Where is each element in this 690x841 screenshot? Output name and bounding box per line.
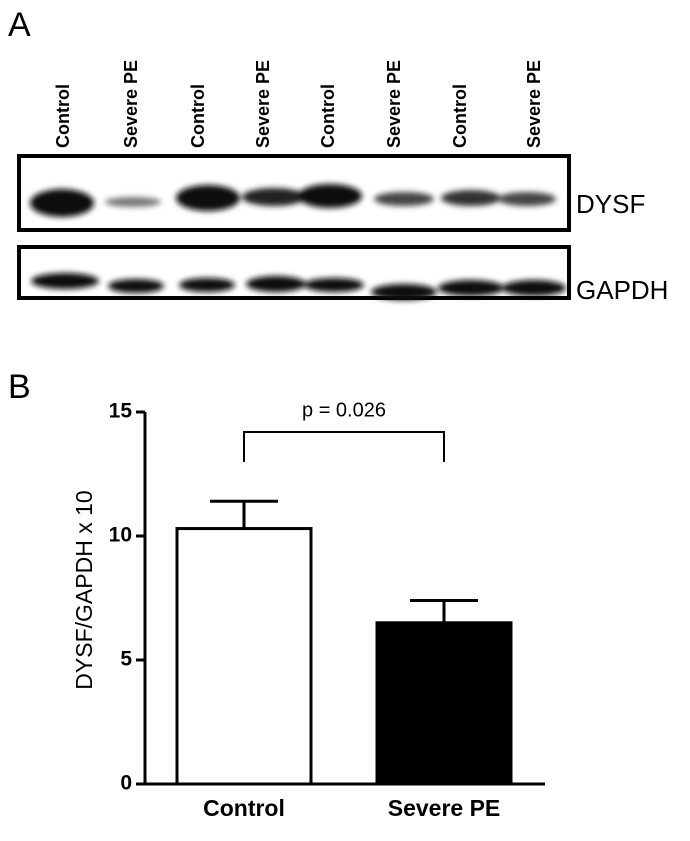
lane-label: Severe PE xyxy=(384,60,404,148)
x-tick-label: Severe PE xyxy=(388,795,501,821)
significance-bracket xyxy=(243,431,445,462)
bar-chart: 0 5 10 15 Control Severe PE p = 0.026 xyxy=(109,399,545,821)
lane-label: Severe PE xyxy=(121,60,141,148)
lane-label: Control xyxy=(53,84,73,148)
gapdh-bands xyxy=(31,273,566,300)
band-label: GAPDH xyxy=(576,275,668,305)
panel-label: A xyxy=(8,6,31,44)
lane-label: Severe PE xyxy=(524,60,544,148)
y-axis-label: DYSF/GAPDH x 10 xyxy=(71,490,97,689)
lane-label: Control xyxy=(188,84,208,148)
dysf-bands xyxy=(30,184,556,217)
p-value: p = 0.026 xyxy=(302,399,386,421)
y-tick-label: 0 xyxy=(120,772,132,795)
band-label: DYSF xyxy=(576,189,645,219)
y-tick-label: 10 xyxy=(109,524,132,547)
y-tick-label: 5 xyxy=(120,648,132,671)
x-tick-label: Control xyxy=(203,795,285,821)
lane-label: Severe PE xyxy=(253,60,273,148)
y-tick-label: 15 xyxy=(109,400,133,423)
lane-labels: Control Severe PE Control Severe PE Control S… xyxy=(53,60,544,148)
bar xyxy=(375,621,513,786)
lane-label: Control xyxy=(318,84,338,148)
panel-label: B xyxy=(8,368,31,406)
bar xyxy=(175,527,313,786)
lane-label: Control xyxy=(450,84,470,148)
